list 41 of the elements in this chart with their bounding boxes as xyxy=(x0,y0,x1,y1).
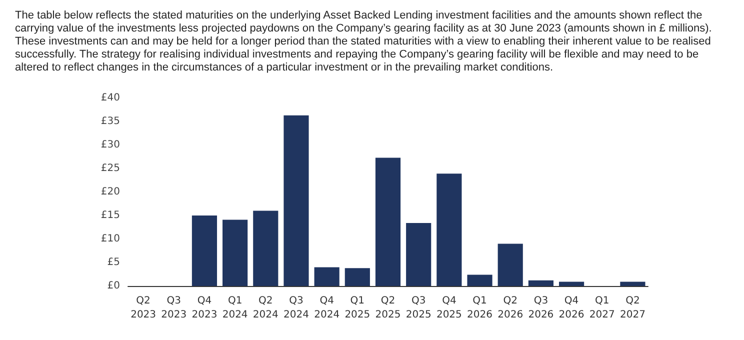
x-tick-label: Q1 2024 xyxy=(222,296,248,320)
x-tick-label: Q2 2027 xyxy=(620,296,646,320)
bar xyxy=(222,220,248,286)
x-tick-label: Q3 2024 xyxy=(284,296,309,320)
y-tick-label: £15 xyxy=(100,210,120,221)
bar xyxy=(375,158,401,286)
x-tick-label: Q4 2023 xyxy=(192,296,218,320)
bar xyxy=(253,210,278,286)
bar xyxy=(620,282,646,286)
chart-title: The table below reflects the stated maturities on the underlying Asset Backed Lending investment facilities and the amounts shown reflect the carrying value of the investments less projected paydowns on the Company’s gearing facility as at 30 June 2023 (amounts shown in £ millions). These investments can and may be held for a longer period than the stated maturities with a view to enabling their inherent value to be realised successfully. The strategy for realising individual investments and repaying the Company’s gearing facility will be flexible and may need to be altered to reflect changes in the circumstances of a particular investment or in the prevailing market conditions. xyxy=(15,10,715,74)
bar xyxy=(558,282,584,286)
x-tick-label: Q1 2027 xyxy=(589,296,615,320)
y-tick-label: £30 xyxy=(100,140,120,150)
x-tick-label: Q2 2023 xyxy=(130,296,156,320)
x-tick-label: Q2 2024 xyxy=(252,296,278,320)
bar xyxy=(314,267,340,286)
x-tick-label: Q2 2025 xyxy=(375,296,401,320)
bar xyxy=(406,223,432,286)
y-tick-label: £5 xyxy=(107,257,120,268)
x-tick-label: Q4 2024 xyxy=(314,296,340,320)
bar xyxy=(498,244,523,286)
y-tick-label: £35 xyxy=(100,116,120,127)
bar xyxy=(436,174,462,286)
bar xyxy=(528,280,554,286)
x-tick-label: Q1 2025 xyxy=(344,296,370,320)
x-tick-label: Q2 2026 xyxy=(498,296,524,320)
y-tick-label: £25 xyxy=(100,163,120,174)
y-tick-label: £0 xyxy=(107,280,120,292)
x-tick-label: Q3 2026 xyxy=(528,296,554,320)
x-tick-label: Q3 2025 xyxy=(406,296,432,320)
bar xyxy=(467,274,492,286)
y-tick-label: £40 xyxy=(100,92,120,104)
x-tick-label: Q4 2026 xyxy=(558,296,584,320)
x-tick-label: Q4 2025 xyxy=(436,296,462,320)
bar xyxy=(192,216,218,286)
bar xyxy=(344,268,370,286)
bar xyxy=(284,115,309,286)
x-tick-label: Q1 2026 xyxy=(467,296,492,320)
x-tick-label: Q3 2023 xyxy=(161,296,187,320)
y-tick-label: £10 xyxy=(100,234,120,244)
y-tick-label: £20 xyxy=(100,186,120,198)
